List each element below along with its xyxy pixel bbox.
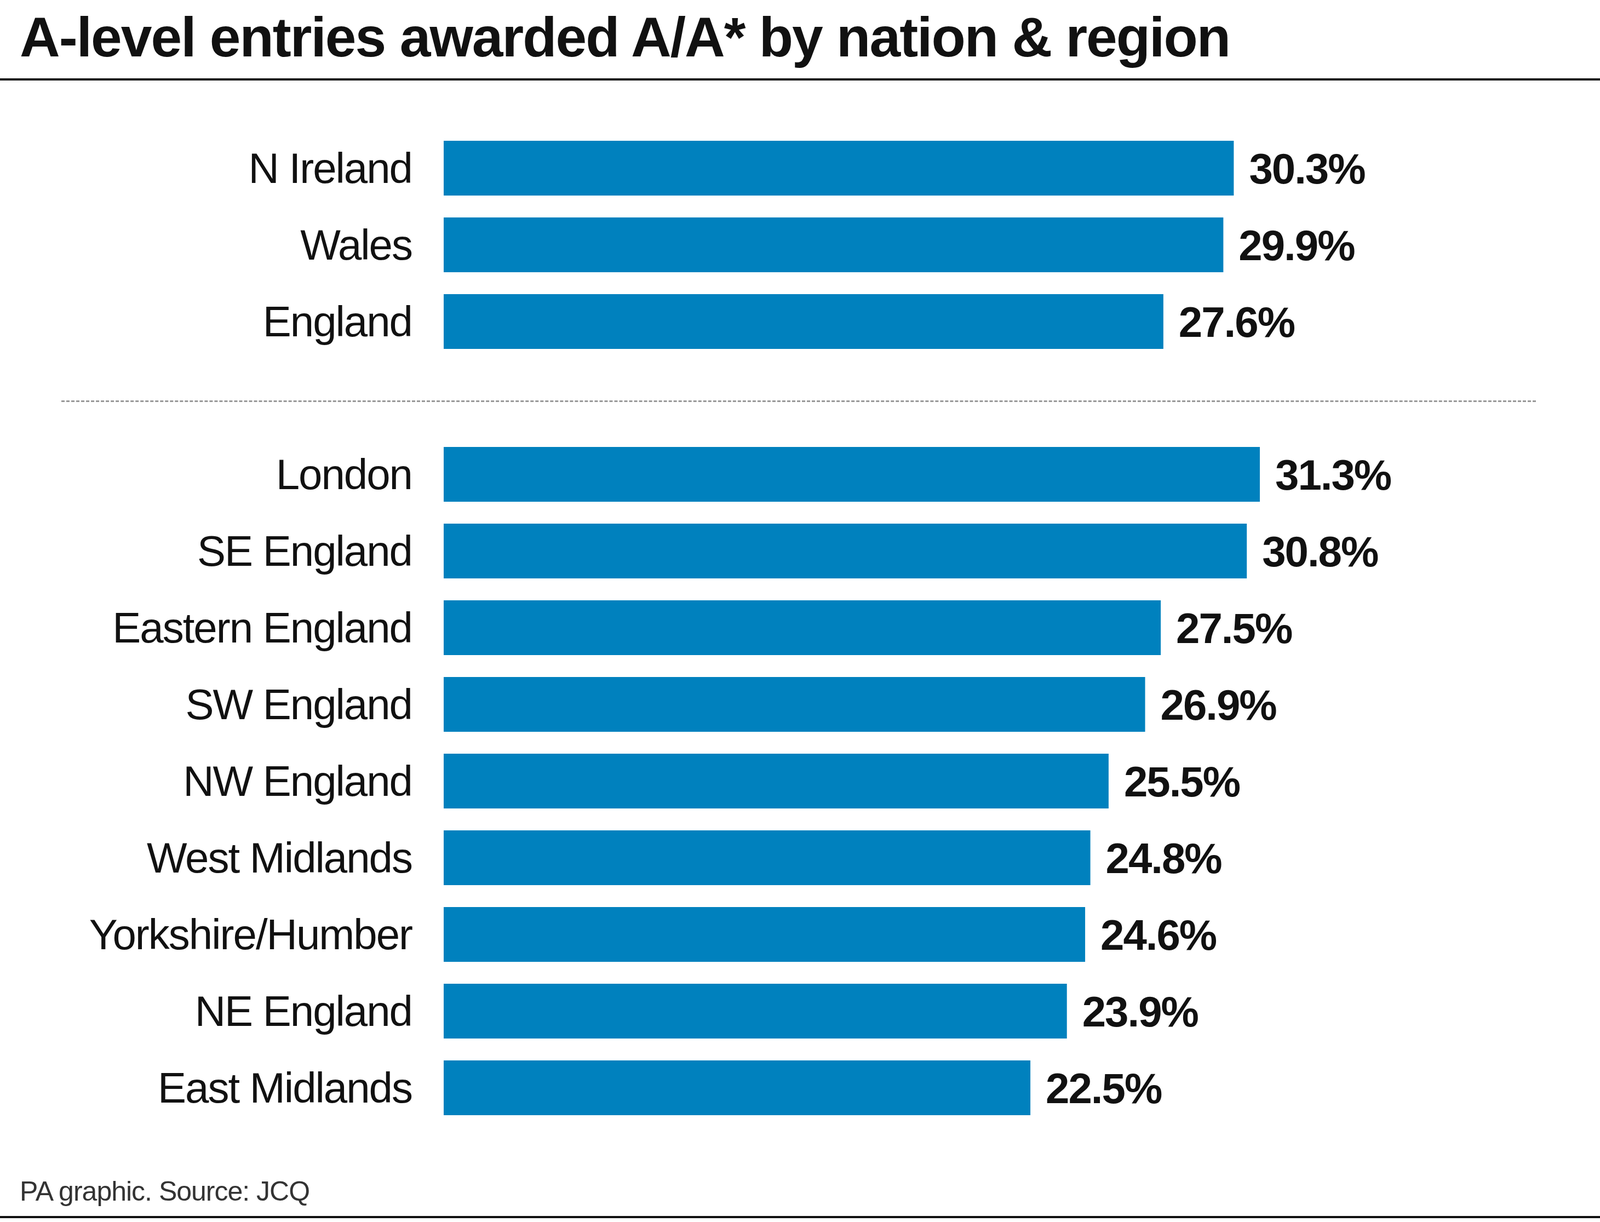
html-text:PA graphic. Source: JCQ: PA graphic. Source: JCQ (19, 1176, 310, 1207)
svg-text:30.8%: 30.8% (1262, 527, 1379, 576)
svg-text:West Midlands: West Midlands (146, 833, 412, 882)
html-text:A-level entries awarded A/A* b: A-level entries awarded A/A* by nation &… (19, 6, 1230, 69)
svg-text:East Midlands: East Midlands (157, 1063, 412, 1112)
svg-text:26.9%: 26.9% (1160, 680, 1277, 730)
svg-text:London: London (276, 450, 412, 499)
svg-text:29.9%: 29.9% (1238, 221, 1355, 270)
svg-text:27.6%: 27.6% (1178, 297, 1295, 347)
svg-text:SW England: SW England (185, 680, 412, 729)
svg-text:Eastern England: Eastern England (112, 603, 412, 652)
svg-text:30.3%: 30.3% (1248, 144, 1366, 193)
svg-text:Yorkshire/Humber: Yorkshire/Humber (89, 910, 413, 959)
svg-text:27.5%: 27.5% (1176, 604, 1293, 653)
svg-text:NE England: NE England (195, 987, 412, 1036)
svg-text:25.5%: 25.5% (1123, 757, 1241, 806)
svg-text:24.8%: 24.8% (1105, 834, 1223, 883)
svg-text:N Ireland: N Ireland (248, 144, 413, 193)
svg-text:22.5%: 22.5% (1045, 1064, 1162, 1113)
svg-text:24.6%: 24.6% (1100, 910, 1217, 960)
svg-text:31.3%: 31.3% (1275, 450, 1392, 500)
svg-text:England: England (262, 297, 412, 346)
svg-text:23.9%: 23.9% (1082, 987, 1199, 1036)
svg-text:Wales: Wales (300, 220, 412, 269)
svg-text:SE England: SE England (197, 526, 412, 576)
svg-text:NW England: NW England (182, 757, 412, 806)
